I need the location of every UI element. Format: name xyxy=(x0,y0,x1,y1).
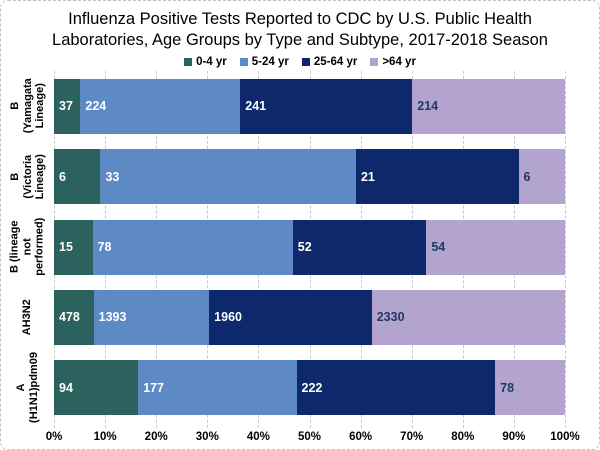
bar-segment: 6 xyxy=(518,149,565,205)
legend-swatch-icon xyxy=(239,57,248,66)
bar-segment: 222 xyxy=(296,360,496,416)
x-tick-label: 90% xyxy=(502,431,526,443)
y-axis-cell: A (H1N1)pdm09 xyxy=(1,352,54,424)
segment-value: 52 xyxy=(297,240,312,255)
category-label: AH3N2 xyxy=(21,299,34,336)
x-tick-label: 100% xyxy=(550,431,580,443)
legend-swatch-icon xyxy=(184,57,193,66)
legend-item: 0-4 yr xyxy=(184,56,227,68)
bar-segment: 6 xyxy=(54,149,101,205)
chart-row: 15 78 52 54 xyxy=(54,212,565,282)
y-axis-cell: B (Victoria Lineage) xyxy=(1,141,54,211)
category-label: B (lineage not performed) xyxy=(8,217,46,277)
y-axis-cell: B (Yamagata Lineage) xyxy=(1,71,54,141)
bar-segment: 52 xyxy=(292,219,427,275)
legend: 0-4 yr 5-24 yr 25-64 yr >64 yr xyxy=(1,54,599,69)
bar-segment: 54 xyxy=(426,219,565,275)
chart-row: 94 177 222 78 xyxy=(54,353,565,423)
legend-label: 25-64 yr xyxy=(313,55,358,68)
legend-label: >64 yr xyxy=(382,55,416,68)
bar-segment: 1960 xyxy=(209,289,372,345)
bar-segment: 78 xyxy=(92,219,293,275)
legend-swatch-icon xyxy=(370,57,379,66)
segment-value: 222 xyxy=(301,380,323,395)
segment-value: 78 xyxy=(97,240,112,255)
segment-value: 224 xyxy=(85,99,107,114)
segment-value: 214 xyxy=(417,99,439,114)
stacked-bar: 94 177 222 78 xyxy=(54,360,565,416)
segment-value: 1393 xyxy=(98,310,127,325)
x-tick-label: 30% xyxy=(195,431,219,443)
bar-segment: 37 xyxy=(54,78,81,134)
segment-value: 78 xyxy=(500,380,515,395)
x-tick-label: 10% xyxy=(93,431,117,443)
segment-value: 94 xyxy=(59,380,73,395)
segment-value: 15 xyxy=(59,240,73,255)
bar-segment: 33 xyxy=(100,149,356,205)
bar-segment: 224 xyxy=(80,78,241,134)
stacked-bar: 6 33 21 6 xyxy=(54,149,565,205)
segment-value: 54 xyxy=(431,240,446,255)
y-axis-cell: B (lineage not performed) xyxy=(1,212,54,282)
bar-segment: 94 xyxy=(54,360,139,416)
chart-title: Influenza Positive Tests Reported to CDC… xyxy=(52,10,548,49)
segment-value: 177 xyxy=(143,380,164,395)
stacked-bar: 478 1393 1960 2330 xyxy=(54,289,565,345)
x-tick-label: 20% xyxy=(144,431,168,443)
y-axis-labels: B (Yamagata Lineage) B (Victoria Lineage)… xyxy=(1,71,54,424)
segment-value: 6 xyxy=(59,169,66,184)
chart-row: 6 33 21 6 xyxy=(54,141,565,211)
x-tick-label: 40% xyxy=(246,431,270,443)
segment-value: 241 xyxy=(245,99,267,114)
category-label: B (Yamagata Lineage) xyxy=(8,78,46,134)
x-tick-label: 50% xyxy=(297,431,322,443)
bar-segment: 21 xyxy=(355,149,519,205)
bar-segment: 2330 xyxy=(371,289,565,345)
category-label: A (H1N1)pdm09 xyxy=(15,352,40,424)
legend-item: >64 yr xyxy=(370,56,416,68)
x-tick-label: 80% xyxy=(451,431,475,443)
segment-value: 33 xyxy=(105,169,120,184)
bar-segment: 478 xyxy=(54,289,94,345)
chart-row: 37 224 241 214 xyxy=(54,71,565,141)
chart-body: B (Yamagata Lineage) B (Victoria Lineage)… xyxy=(1,71,566,428)
gridline xyxy=(565,71,566,428)
bar-segment: 78 xyxy=(495,360,565,416)
x-axis: 0% 10% 20% 30% 40% 50% 60% 70% 80% 90% 100% xyxy=(46,423,580,449)
stacked-bar: 15 78 52 54 xyxy=(54,219,565,275)
bar-segment: 241 xyxy=(240,78,413,134)
segment-value: 2330 xyxy=(376,310,405,325)
bar-segment: 177 xyxy=(138,360,297,416)
segment-value: 6 xyxy=(523,169,531,184)
legend-label: 0-4 yr xyxy=(196,55,227,68)
plot-area: 37 224 241 214 6 33 21 6 15 78 52 54 478 1393 1960 2330… xyxy=(54,71,566,428)
x-tick-label: 0% xyxy=(45,431,63,443)
legend-item: 5-24 yr xyxy=(239,55,289,68)
y-axis-cell: AH3N2 xyxy=(1,282,54,352)
x-tick-label: 60% xyxy=(349,431,373,443)
legend-label: 5-24 yr xyxy=(251,55,289,68)
legend-item: 25-64 yr xyxy=(301,55,358,68)
x-tick-label: 70% xyxy=(400,431,424,443)
category-label: B (Victoria Lineage) xyxy=(8,154,46,200)
segment-value: 1960 xyxy=(214,310,242,325)
segment-value: 478 xyxy=(59,310,80,325)
legend-swatch-icon xyxy=(301,57,310,66)
chart-row: 478 1393 1960 2330 xyxy=(54,282,565,352)
bar-segment: 1393 xyxy=(93,289,210,345)
bar-segment: 214 xyxy=(412,78,565,134)
bars-layer: 37 224 241 214 6 33 21 6 15 78 52 54 478 1393 1960 2330… xyxy=(54,71,565,423)
segment-value: 21 xyxy=(360,169,375,184)
segment-value: 37 xyxy=(59,99,73,114)
stacked-bar: 37 224 241 214 xyxy=(54,78,565,134)
bar-segment: 15 xyxy=(54,219,93,275)
